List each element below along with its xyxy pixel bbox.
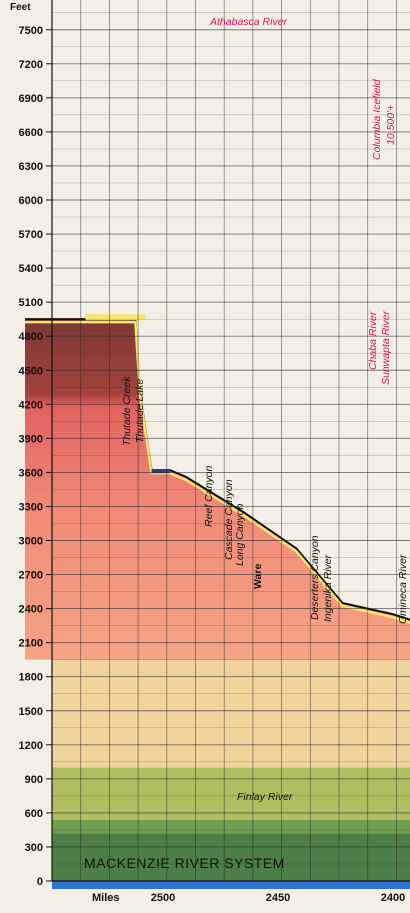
elevation-band-2 bbox=[52, 767, 410, 820]
y-tick-label-7200: 7200 bbox=[19, 59, 43, 71]
label-ingenika-river: Ingenika River bbox=[322, 554, 334, 622]
label-reef-canyon: Reef Canyon bbox=[203, 466, 215, 527]
y-tick-label-3900: 3900 bbox=[19, 433, 43, 445]
y-tick-label-1200: 1200 bbox=[19, 740, 43, 752]
label-columbia: Columbia Icefield bbox=[371, 78, 383, 160]
x-tick-label-2500: 2500 bbox=[151, 892, 175, 904]
y-tick-label-1800: 1800 bbox=[19, 672, 43, 684]
series-finlay-highlight bbox=[25, 320, 410, 624]
y-tick-label-5400: 5400 bbox=[19, 263, 43, 275]
finlay-summit-cap bbox=[85, 314, 146, 321]
label-columbia-elev: 10,500'+ bbox=[385, 105, 397, 145]
label-thutade-creek: Thutade Creek bbox=[121, 376, 133, 446]
y-tick-label-1500: 1500 bbox=[19, 706, 43, 718]
y-tick-label-5700: 5700 bbox=[19, 229, 43, 241]
y-tick-label-2400: 2400 bbox=[19, 604, 43, 616]
series-finlay-area bbox=[25, 319, 410, 664]
label-thutade-lake: Thutade Lake bbox=[134, 379, 146, 443]
y-tick-label-600: 600 bbox=[25, 808, 43, 820]
label-omineca-river: Omineca River bbox=[397, 554, 409, 624]
label-ware: Ware bbox=[252, 564, 264, 589]
elevation-band-3 bbox=[52, 661, 410, 768]
y-tick-label-300: 300 bbox=[25, 842, 43, 854]
y-tick-label-6900: 6900 bbox=[19, 93, 43, 105]
y-tick-label-0: 0 bbox=[37, 876, 43, 888]
y-tick-label-4500: 4500 bbox=[19, 365, 43, 377]
y-tick-label-7500: 7500 bbox=[19, 25, 43, 37]
y-tick-label-6000: 6000 bbox=[19, 195, 43, 207]
y-tick-label-6600: 6600 bbox=[19, 127, 43, 139]
label-sunwapta: Sunwapta River bbox=[380, 310, 392, 385]
y-tick-label-2700: 2700 bbox=[19, 570, 43, 582]
y-axis-unit: Feet bbox=[10, 2, 31, 13]
y-tick-label-2100: 2100 bbox=[19, 638, 43, 650]
y-tick-label-5100: 5100 bbox=[19, 297, 43, 309]
thutade-lake-shelf bbox=[151, 469, 170, 474]
x-tick-label-2400: 2400 bbox=[381, 892, 405, 904]
elevation-band-0 bbox=[52, 833, 410, 881]
elevation-band-1 bbox=[52, 819, 410, 834]
x-tick-label-2450: 2450 bbox=[266, 892, 290, 904]
y-tick-label-4200: 4200 bbox=[19, 399, 43, 411]
base-strip bbox=[52, 881, 410, 889]
y-tick-label-900: 900 bbox=[25, 774, 43, 786]
label-chaba: Chaba River bbox=[367, 311, 379, 370]
label-cascade-canyon: Cascade Canyon bbox=[223, 479, 235, 560]
y-tick-label-3600: 3600 bbox=[19, 467, 43, 479]
label-long-canyon: Long Canyon bbox=[234, 503, 246, 566]
label-finlay-river: Finlay River bbox=[237, 791, 293, 803]
label-athabasca: Athabasca River bbox=[209, 16, 288, 28]
label-deserters-canyon: Deserters Canyon bbox=[309, 535, 321, 620]
y-tick-label-4800: 4800 bbox=[19, 331, 43, 343]
chart-title: MACKENZIE RIVER SYSTEM bbox=[84, 855, 285, 871]
y-tick-label-6300: 6300 bbox=[19, 161, 43, 173]
x-axis-unit: Miles bbox=[92, 892, 120, 904]
y-tick-label-3300: 3300 bbox=[19, 501, 43, 513]
y-tick-label-3000: 3000 bbox=[19, 536, 43, 548]
